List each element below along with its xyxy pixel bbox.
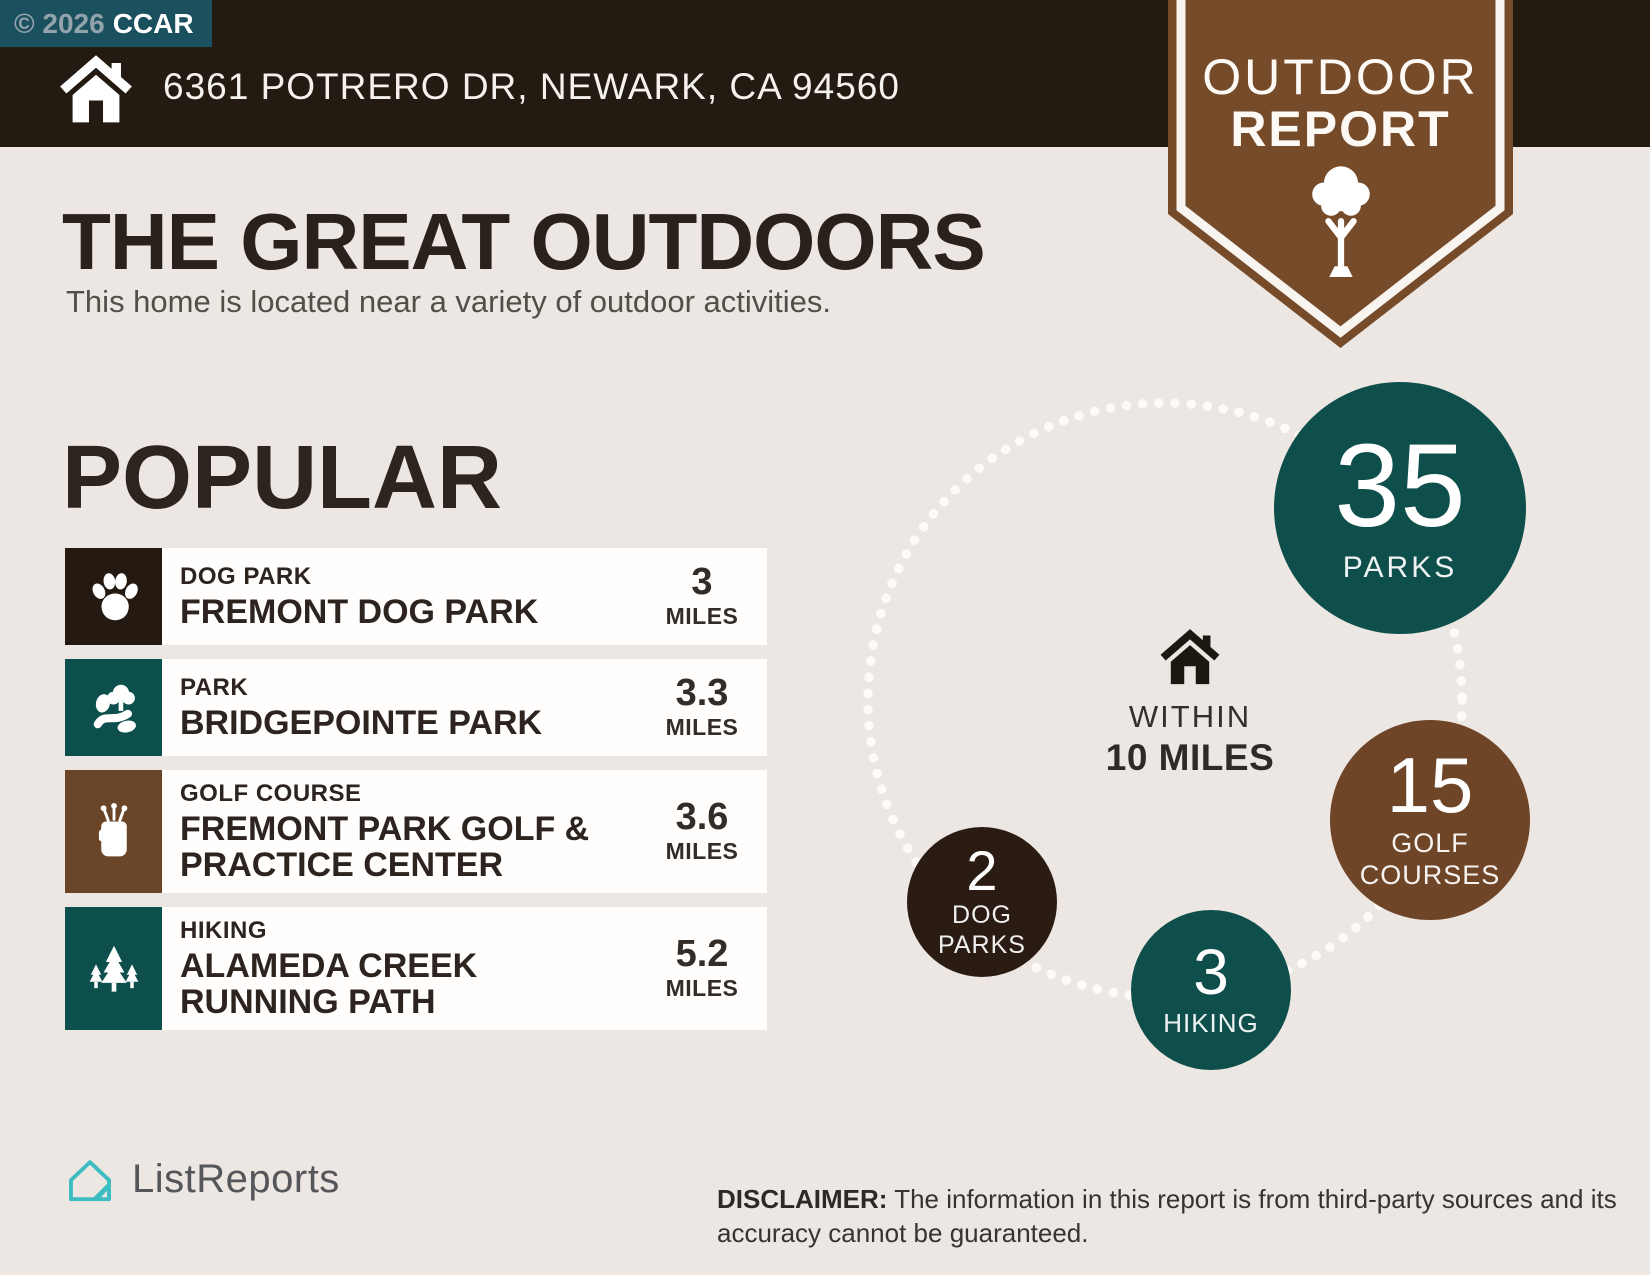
bubble-label: DOG PARKS [938, 901, 1026, 959]
radius-label-line2: 10 MILES [1105, 737, 1275, 778]
distance-unit: MILES [665, 714, 739, 740]
tree-icon [1312, 166, 1370, 277]
brand-name: ListReports [132, 1156, 340, 1201]
distance-unit: MILES [665, 838, 739, 865]
listreports-house-icon [69, 1160, 111, 1202]
popular-list: DOG PARK FREMONT DOG PARK 3 MILES [65, 548, 767, 1031]
item-category: DOG PARK [180, 562, 312, 590]
paw-icon [65, 548, 162, 645]
list-item-park[interactable]: PARK BRIDGEPOINTE PARK 3.3 MILES [65, 659, 767, 756]
distance-value: 3 [691, 561, 713, 603]
item-name: ALAMEDA CREEK RUNNING PATH [180, 947, 478, 1022]
radius-label-line1: WITHIN [1128, 699, 1252, 734]
list-item-text: GOLF COURSE FREMONT PARK GOLF & PRACTICE… [162, 770, 643, 893]
ribbon-title-line1: OUTDOOR [1202, 49, 1479, 105]
property-address: 6361 POTRERO DR, NEWARK, CA 94560 [163, 66, 900, 107]
item-distance: 5.2 MILES [643, 935, 761, 1002]
distance-unit: MILES [665, 603, 739, 629]
bubble-value: 2 [966, 838, 998, 902]
home-icon [1160, 629, 1220, 685]
item-name: FREMONT DOG PARK [180, 592, 539, 631]
popular-heading: POPULAR [62, 428, 503, 528]
copyright-badge: © 2026 CCAR [0, 0, 212, 47]
item-distance: 3.3 MILES [643, 674, 761, 741]
bubble-value: 3 [1193, 935, 1229, 1008]
item-name: BRIDGEPOINTE PARK [180, 703, 543, 742]
disclaimer-text: DISCLAIMER: The information in this repo… [717, 1182, 1617, 1251]
report-ribbon: OUTDOOR REPORT [1168, 0, 1513, 352]
distance-value: 3.3 [675, 672, 729, 714]
list-item-text: PARK BRIDGEPOINTE PARK [162, 659, 643, 756]
distance-value: 3.6 [675, 796, 729, 839]
bubble-label: GOLF COURSES [1359, 828, 1501, 891]
listreports-logo: ListReports [62, 1150, 340, 1208]
copyright-year: © 2026 [14, 7, 105, 39]
distance-unit: MILES [665, 975, 739, 1002]
bubble-value: 15 [1386, 741, 1474, 830]
radius-center: WITHIN 10 MILES [1015, 626, 1365, 779]
page-title: THE GREAT OUTDOORS [62, 197, 986, 286]
park-icon [65, 659, 162, 756]
item-distance: 3 MILES [643, 563, 761, 630]
disclaimer-body: The information in this report is from t… [717, 1184, 1617, 1249]
list-item-text: HIKING ALAMEDA CREEK RUNNING PATH [162, 907, 643, 1030]
disclaimer-label: DISCLAIMER: [717, 1184, 888, 1214]
bubble-value: 35 [1334, 420, 1466, 553]
ribbon-title-line2: REPORT [1230, 101, 1451, 157]
list-item-hiking[interactable]: HIKING ALAMEDA CREEK RUNNING PATH 5.2 MI… [65, 907, 767, 1031]
item-distance: 3.6 MILES [643, 798, 761, 865]
bubble-dog-parks: 2 DOG PARKS [907, 827, 1057, 977]
list-item-text: DOG PARK FREMONT DOG PARK [162, 548, 643, 645]
home-icon [60, 55, 132, 123]
page-subtitle: This home is located near a variety of o… [66, 284, 832, 319]
list-item-golf-course[interactable]: GOLF COURSE FREMONT PARK GOLF & PRACTICE… [65, 770, 767, 894]
golf-bag-icon [65, 770, 162, 894]
item-name: FREMONT PARK GOLF & PRACTICE CENTER [180, 810, 590, 885]
item-category: HIKING [180, 917, 267, 945]
item-category: GOLF COURSE [180, 780, 362, 807]
bubble-hiking: 3 HIKING [1131, 910, 1291, 1070]
bubble-label: PARKS [1342, 551, 1458, 585]
bubble-golf-courses: 15 GOLF COURSES [1330, 720, 1530, 920]
bubble-label: HIKING [1163, 1007, 1259, 1038]
bubble-parks: 35 PARKS [1274, 382, 1526, 634]
pine-trees-icon [65, 907, 162, 1031]
copyright-org: CCAR [112, 7, 194, 39]
distance-value: 5.2 [675, 933, 729, 976]
item-category: PARK [180, 673, 249, 701]
list-item-dog-park[interactable]: DOG PARK FREMONT DOG PARK 3 MILES [65, 548, 767, 645]
